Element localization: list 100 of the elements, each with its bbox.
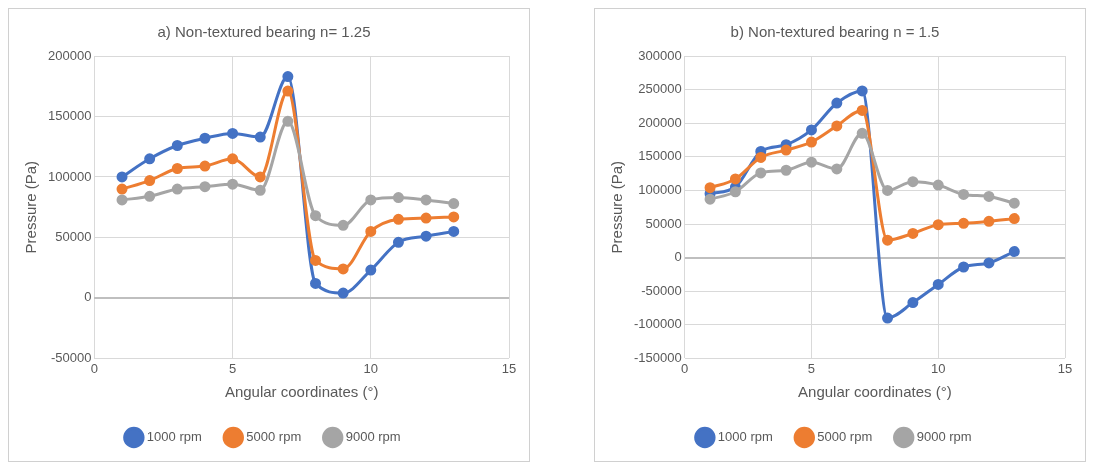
point	[805, 156, 817, 168]
point	[729, 186, 741, 198]
point	[420, 194, 432, 206]
point	[805, 124, 817, 136]
chart-title: a) Non-textured bearing n= 1.25	[157, 23, 371, 41]
point	[337, 263, 349, 275]
point	[171, 140, 183, 152]
x-tick-label: 15	[501, 360, 517, 376]
point	[983, 257, 995, 269]
point	[907, 176, 919, 188]
point	[882, 234, 894, 246]
point	[856, 85, 868, 97]
point	[337, 219, 349, 231]
point	[729, 173, 741, 185]
point	[171, 183, 183, 195]
legend-label: 9000 rpm	[345, 429, 401, 445]
point	[755, 167, 767, 179]
y-tick-label: 200000	[638, 114, 682, 130]
point	[365, 225, 377, 237]
y-tick-label: 100000	[638, 181, 682, 197]
point	[907, 297, 919, 309]
y-tick-label: 0	[84, 289, 92, 305]
point	[171, 162, 183, 174]
point	[199, 132, 211, 144]
point	[365, 194, 377, 206]
point	[1008, 246, 1020, 258]
point	[392, 192, 404, 204]
point	[144, 190, 156, 202]
point	[282, 71, 294, 83]
point	[448, 198, 460, 210]
y-tick-label: 50000	[645, 215, 682, 231]
point	[448, 211, 460, 223]
point	[310, 277, 322, 289]
point	[831, 97, 843, 109]
point	[420, 230, 432, 242]
point	[282, 85, 294, 97]
y-tick-label: 300000	[638, 47, 682, 63]
point	[704, 193, 716, 205]
point	[1008, 197, 1020, 209]
point	[227, 127, 239, 139]
point	[907, 227, 919, 239]
y-tick-label: 250000	[638, 81, 682, 97]
point	[310, 254, 322, 266]
point	[831, 120, 843, 132]
point	[448, 225, 460, 237]
x-tick-label: 10	[931, 360, 946, 376]
point	[983, 190, 995, 202]
point	[254, 184, 266, 196]
point	[254, 171, 266, 183]
y-tick-label: 150000	[638, 148, 682, 164]
point	[116, 194, 128, 206]
point	[227, 153, 239, 165]
legend-label: 9000 rpm	[916, 429, 972, 445]
legend-label: 1000 rpm	[146, 429, 202, 445]
point	[365, 264, 377, 276]
point	[144, 153, 156, 165]
y-tick-label: 100000	[47, 168, 92, 184]
point	[282, 115, 294, 127]
y-tick-label: 0	[674, 249, 682, 265]
point	[227, 178, 239, 190]
point	[856, 127, 868, 139]
point	[254, 131, 266, 143]
point	[1008, 213, 1020, 225]
point	[983, 215, 995, 227]
point	[116, 171, 128, 183]
point	[932, 219, 944, 231]
point	[932, 179, 944, 191]
y-axis-title: Pressure (Pa)	[608, 160, 626, 254]
point	[392, 213, 404, 225]
legend-label: 5000 rpm	[817, 429, 873, 445]
point	[831, 163, 843, 175]
y-tick-label: -50000	[50, 349, 92, 365]
point	[958, 188, 970, 200]
point	[856, 104, 868, 116]
y-tick-label: 150000	[47, 108, 92, 124]
y-tick-label: -150000	[633, 349, 682, 365]
point	[780, 144, 792, 156]
point	[704, 182, 716, 194]
y-tick-label: -50000	[641, 282, 682, 298]
y-tick-label: -100000	[633, 316, 682, 332]
point	[199, 181, 211, 193]
y-tick-label: 50000	[55, 229, 92, 245]
point	[958, 217, 970, 229]
point	[958, 261, 970, 273]
point	[116, 183, 128, 195]
chart-title: b) Non-textured bearing n = 1.5	[730, 23, 940, 41]
point	[780, 164, 792, 176]
point	[755, 151, 767, 163]
point	[310, 210, 322, 222]
point	[805, 136, 817, 148]
point	[420, 212, 432, 224]
x-tick-label: 5	[228, 360, 237, 376]
point	[337, 287, 349, 299]
point	[882, 184, 894, 196]
y-tick-label: 200000	[47, 47, 92, 63]
point	[882, 312, 894, 324]
y-axis-title: Pressure (Pa)	[22, 160, 40, 254]
x-axis-title: Angular coordinates (°)	[224, 383, 379, 401]
x-axis-title: Angular coordinates (°)	[798, 383, 952, 401]
point	[144, 175, 156, 187]
